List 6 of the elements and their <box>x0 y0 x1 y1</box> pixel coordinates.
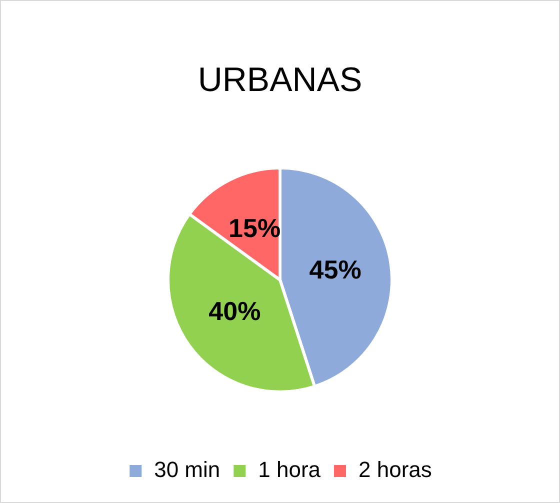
legend-label: 2 horas <box>358 457 432 482</box>
chart-title: URBANAS <box>198 60 362 99</box>
legend-label: 30 min <box>154 457 220 482</box>
data-label: 45% <box>309 254 362 284</box>
legend-label: 1 hora <box>258 457 322 482</box>
data-label: 40% <box>208 296 261 326</box>
